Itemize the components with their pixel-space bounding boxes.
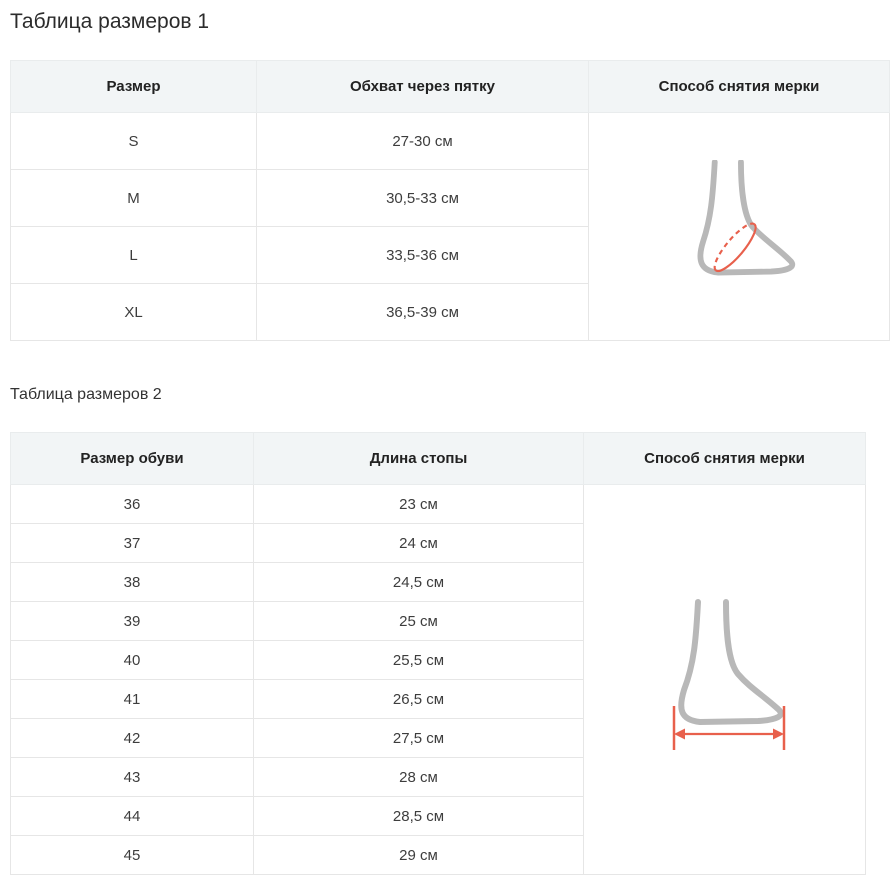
value-cell: 24 см [253,523,584,563]
table-row: 37 24 см [10,523,866,563]
size-cell: 36 [10,484,254,524]
table-row: 39 25 см [10,601,866,641]
size-cell: L [10,226,257,284]
size-cell: 41 [10,679,254,719]
size-cell: 39 [10,601,254,641]
table-row: S 27-30 см [10,112,890,341]
size-cell: 43 [10,757,254,797]
value-cell: 28,5 см [253,796,584,836]
value-cell: 28 см [253,757,584,797]
value-cell: 26,5 см [253,679,584,719]
table-row: M 30,5-33 см [10,169,890,227]
measurement-method-cell [588,112,890,341]
measurement-method-cell [583,484,866,875]
table-row: 36 23 см [10,484,866,875]
size-cell: S [10,112,257,170]
table-row: XL 36,5-39 см [10,283,890,341]
value-cell: 30,5-33 см [256,169,589,227]
size-cell: 40 [10,640,254,680]
table-row: 45 29 см [10,835,866,875]
size-cell: 37 [10,523,254,563]
value-cell: 23 см [253,484,584,524]
size-cell: 45 [10,835,254,875]
table1-header-method: Способ снятия мерки [588,60,890,113]
size-cell: M [10,169,257,227]
table2-header-foot-length: Длина стопы [253,432,584,485]
table1-header-heel-girth: Обхват через пятку [256,60,589,113]
size-cell: 42 [10,718,254,758]
table-row: 43 28 см [10,757,866,797]
table1-header-row: Размер Обхват через пятку Способ снятия … [10,60,890,113]
table-row: 41 26,5 см [10,679,866,719]
table2-header-method: Способ снятия мерки [583,432,866,485]
page-title: Таблица размеров 1 [10,10,210,33]
table2-header-shoe-size: Размер обуви [10,432,254,485]
value-cell: 27-30 см [256,112,589,170]
table2-header-row: Размер обуви Длина стопы Способ снятия м… [10,432,866,485]
size-cell: XL [10,283,257,341]
value-cell: 25,5 см [253,640,584,680]
foot-length-measure-icon [650,598,800,762]
value-cell: 36,5-39 см [256,283,589,341]
section-title-2: Таблица размеров 2 [10,386,162,403]
value-cell: 25 см [253,601,584,641]
size-table-1: Размер Обхват через пятку Способ снятия … [10,60,890,341]
size-table-2: Размер обуви Длина стопы Способ снятия м… [10,432,866,875]
value-cell: 33,5-36 см [256,226,589,284]
value-cell: 27,5 см [253,718,584,758]
value-cell: 29 см [253,835,584,875]
size-cell: 38 [10,562,254,602]
table1-header-size: Размер [10,60,257,113]
size-cell: 44 [10,796,254,836]
value-cell: 24,5 см [253,562,584,602]
foot-heel-circumference-icon [674,159,804,294]
